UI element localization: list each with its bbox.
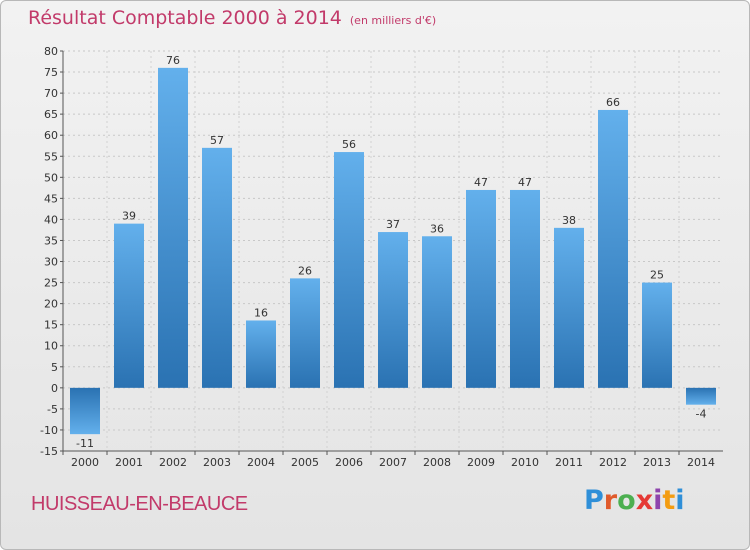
bar-value-label: 25 bbox=[650, 269, 664, 282]
y-tick-label: 40 bbox=[44, 213, 58, 226]
bar-2001 bbox=[114, 223, 144, 388]
logo-letter: P bbox=[584, 485, 604, 516]
y-tick-label: 75 bbox=[44, 66, 58, 79]
bar-value-label: 39 bbox=[122, 210, 136, 223]
y-tick-label: 60 bbox=[44, 129, 58, 142]
bar-value-label: 16 bbox=[254, 306, 268, 319]
y-tick-label: 25 bbox=[44, 277, 58, 290]
bar-2000 bbox=[70, 387, 100, 435]
bar-2004 bbox=[246, 320, 276, 388]
y-tick-label: 35 bbox=[44, 234, 58, 247]
x-tick-label: 2006 bbox=[335, 456, 363, 469]
logo-letter: o bbox=[617, 485, 636, 516]
bar-value-label: 56 bbox=[342, 138, 356, 151]
x-tick-label: 2013 bbox=[643, 456, 671, 469]
bar-value-label: 47 bbox=[518, 176, 532, 189]
x-tick-label: 2009 bbox=[467, 456, 495, 469]
y-tick-label: -10 bbox=[40, 424, 58, 437]
bar-2006 bbox=[334, 152, 364, 388]
y-tick-label: 70 bbox=[44, 87, 58, 100]
bars bbox=[70, 67, 716, 435]
y-tick-label: 5 bbox=[51, 361, 58, 374]
chart-title: Résultat Comptable 2000 à 2014 (en millie… bbox=[28, 7, 436, 29]
proxiti-logo: Proxiti bbox=[584, 485, 685, 516]
x-tick-label: 2002 bbox=[159, 456, 187, 469]
y-tick-label: 80 bbox=[44, 45, 58, 58]
bar-2009 bbox=[466, 189, 496, 388]
x-tick-label: 2003 bbox=[203, 456, 231, 469]
logo-letter: t bbox=[662, 485, 676, 516]
bar-2013 bbox=[642, 282, 672, 388]
bar-2007 bbox=[378, 232, 408, 388]
x-tick-label: 2011 bbox=[555, 456, 583, 469]
logo-letter: i bbox=[653, 485, 663, 516]
bar-value-label: -4 bbox=[696, 408, 707, 421]
chart-title-text: Résultat Comptable 2000 à 2014 bbox=[28, 7, 342, 29]
x-tick-label: 2004 bbox=[247, 456, 275, 469]
bar-value-label: 76 bbox=[166, 54, 180, 67]
x-tick-label: 2001 bbox=[115, 456, 143, 469]
logo-letter: i bbox=[675, 485, 685, 516]
bar-2014 bbox=[686, 387, 716, 405]
bar-2008 bbox=[422, 236, 452, 388]
y-tick-label: 65 bbox=[44, 108, 58, 121]
bar-2003 bbox=[202, 147, 232, 388]
bar-value-label: 66 bbox=[606, 96, 620, 109]
x-tick-label: 2000 bbox=[71, 456, 99, 469]
y-tick-label: 55 bbox=[44, 150, 58, 163]
bar-2002 bbox=[158, 67, 188, 388]
x-tick-label: 2007 bbox=[379, 456, 407, 469]
bar-2011 bbox=[554, 227, 584, 388]
y-tick-label: -15 bbox=[40, 445, 58, 458]
commune-name: HUISSEAU-EN-BEAUCE bbox=[31, 493, 248, 515]
bar-value-label: 26 bbox=[298, 264, 312, 277]
y-tick-label: 15 bbox=[44, 319, 58, 332]
logo-letter: x bbox=[635, 485, 654, 516]
bar-value-label: 47 bbox=[474, 176, 488, 189]
y-tick-label: 30 bbox=[44, 256, 58, 269]
logo-letter: r bbox=[603, 485, 618, 516]
bar-value-label: 37 bbox=[386, 218, 400, 231]
bar-labels: -11 39 76 57 16 26 56 37 36 47 47 38 66 25 -4 bbox=[76, 54, 706, 450]
bar-2010 bbox=[510, 189, 540, 388]
bar-value-label: 38 bbox=[562, 214, 576, 227]
y-tick-label: 45 bbox=[44, 192, 58, 205]
y-tick-label: 10 bbox=[44, 340, 58, 353]
bar-2012 bbox=[598, 109, 628, 388]
y-tick-label: 20 bbox=[44, 298, 58, 311]
x-tick-label: 2005 bbox=[291, 456, 319, 469]
y-tick-label: 50 bbox=[44, 171, 58, 184]
axes: -15 -10 -5 0 5 10 15 20 25 30 35 40 45 50 55 60 65 70 75 80… bbox=[40, 45, 723, 469]
x-tick-label: 2008 bbox=[423, 456, 451, 469]
y-tick-label: -5 bbox=[47, 403, 58, 416]
bar-value-label: -11 bbox=[76, 437, 94, 450]
x-tick-label: 2012 bbox=[599, 456, 627, 469]
y-tick-label: 0 bbox=[51, 382, 58, 395]
bar-value-label: 57 bbox=[210, 134, 224, 147]
x-tick-label: 2010 bbox=[511, 456, 539, 469]
x-tick-label: 2014 bbox=[687, 456, 715, 469]
bar-value-label: 36 bbox=[430, 222, 444, 235]
bar-2005 bbox=[290, 278, 320, 388]
chart-subtitle: (en milliers d'€) bbox=[349, 14, 437, 27]
